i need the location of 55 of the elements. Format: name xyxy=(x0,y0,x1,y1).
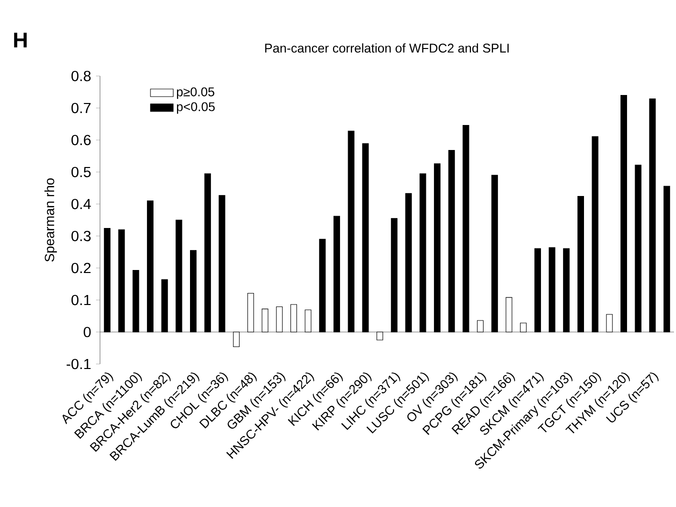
bar xyxy=(132,270,140,332)
bar xyxy=(620,94,628,332)
bar xyxy=(334,216,340,332)
y-tick-label: 0.4 xyxy=(71,198,91,210)
bar xyxy=(304,310,312,332)
bar xyxy=(506,297,512,332)
bar xyxy=(118,229,125,332)
y-tick-label: 0.2 xyxy=(71,262,91,274)
y-tick-label: 0 xyxy=(84,326,91,338)
bar xyxy=(290,304,297,332)
bar xyxy=(577,196,584,332)
y-axis-title: Spearman rho xyxy=(44,178,57,262)
bar xyxy=(146,200,154,332)
bar xyxy=(176,220,182,332)
bar xyxy=(534,248,541,332)
text: H xyxy=(14,32,27,48)
y-tick-label: 0.5 xyxy=(71,166,91,178)
y-tick-label: 0.8 xyxy=(71,70,91,82)
bar xyxy=(491,174,498,332)
bar xyxy=(592,136,598,332)
bar xyxy=(233,332,240,347)
y-tick-label: 0.7 xyxy=(71,102,91,114)
bar xyxy=(362,143,369,332)
y-tick-label: 0.6 xyxy=(71,134,91,146)
bar xyxy=(520,322,527,332)
bar xyxy=(390,218,398,332)
bar xyxy=(563,248,570,332)
bar xyxy=(606,314,613,332)
bar xyxy=(548,247,556,332)
bar xyxy=(634,164,642,332)
bar xyxy=(477,320,484,332)
bar xyxy=(348,130,354,332)
bar xyxy=(247,293,254,332)
bar xyxy=(434,163,440,332)
y-tick-label: 0.1 xyxy=(71,294,91,306)
bar xyxy=(218,195,226,332)
y-tick-label: -0.1 xyxy=(66,358,91,370)
bar xyxy=(664,186,670,332)
legend-label: p<0.05 xyxy=(176,102,215,114)
legend-label: p≥0.05 xyxy=(176,87,214,99)
bar xyxy=(448,150,455,332)
bar xyxy=(420,173,426,332)
bar xyxy=(204,173,211,332)
bar xyxy=(104,228,110,332)
bar xyxy=(376,332,384,340)
bar xyxy=(319,238,326,332)
bar xyxy=(405,193,412,332)
bar xyxy=(161,279,168,332)
bar xyxy=(262,308,268,332)
chart-title: Pan-cancer correlation of WFDC2 and SPLI xyxy=(265,43,509,53)
y-tick-label: 0.3 xyxy=(71,230,91,242)
bar xyxy=(276,306,283,332)
bar xyxy=(462,125,470,332)
bar xyxy=(649,98,656,332)
bar xyxy=(190,250,197,332)
